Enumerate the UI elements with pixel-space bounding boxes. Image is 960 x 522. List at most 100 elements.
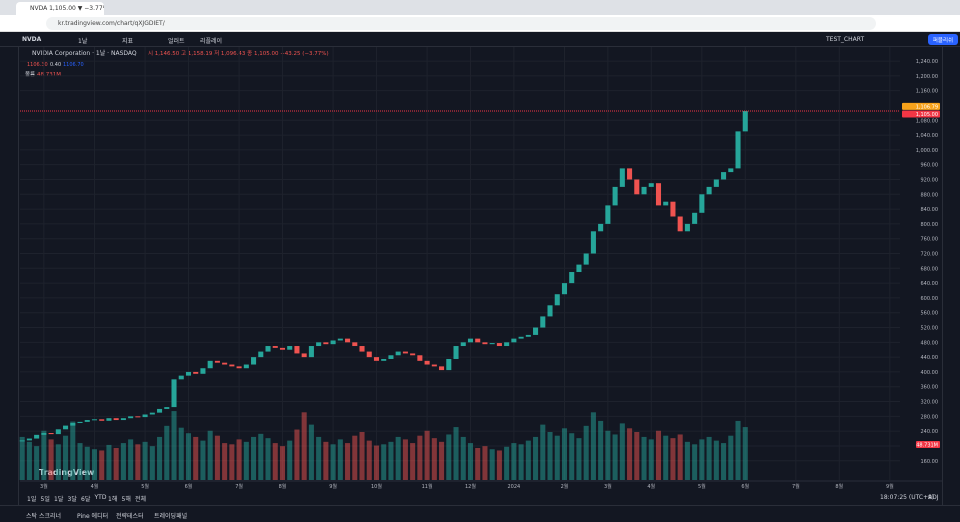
x-tick-label: 11월 [422,483,433,490]
panel-tab[interactable]: 스탁 스크리너 [26,513,62,520]
volume-bar [619,423,625,480]
y-tick-label: 1,240.00 [916,59,938,65]
candle [142,414,148,418]
candle [287,346,293,350]
range-button[interactable]: 전체 [135,496,147,503]
candle [692,212,698,224]
volume-bar [359,432,365,480]
alerts[interactable]: 얼러트 [168,38,185,45]
volume-bar [410,443,416,480]
volume-bar [106,444,112,480]
volume-bar [135,444,141,480]
volume-bar [634,432,640,480]
volume-bar [504,446,510,480]
candle [713,179,719,187]
candle [540,316,546,328]
volume-bar [482,446,488,480]
candle [185,371,192,376]
volume-bar [366,440,372,480]
publish-button[interactable]: 퍼블리쉬 [928,34,958,45]
volume-bar [265,438,271,480]
volume-bar [684,441,690,480]
volume-bar [533,436,539,480]
range-button[interactable]: 6달 [81,496,91,503]
x-tick-label: 6월 [185,483,193,490]
candle [706,186,712,195]
layout[interactable]: TEST_CHART [826,36,865,43]
y-tick-label: 480.00 [921,340,939,346]
candle [655,183,662,206]
candle [721,172,727,180]
volume-bar [63,435,69,480]
candle [316,342,322,347]
range-button[interactable]: 5일 [40,496,50,503]
range-button[interactable]: 5해 [121,496,131,503]
volume-bar [641,436,647,480]
candle [569,272,575,284]
x-tick-label: 5월 [698,483,706,490]
tab[interactable]: NVDA 1,105.00 ▼ −3.77% TE [16,2,104,15]
candle [70,423,76,426]
candle [272,346,278,348]
volume-bar [84,446,90,480]
volume-bar [605,430,611,480]
candle [77,421,83,424]
candle [26,438,32,441]
url[interactable]: kr.tradingview.com/chart/qXJGDIET/ [46,17,876,30]
candle [106,418,112,421]
candle [91,419,98,421]
indicators[interactable]: 지표 [122,38,134,45]
volume-bar [120,443,126,480]
candle [467,338,474,343]
volume-bar [91,449,98,480]
candle [113,418,119,421]
x-tick-label: 8월 [279,483,287,490]
candle [34,434,40,439]
range-button[interactable]: 1해 [108,496,118,503]
y-tick-label: 440.00 [921,355,939,361]
candle [648,183,654,187]
candle [627,168,633,180]
x-tick-label: 7월 [792,483,800,490]
volume-tag-label: 48.731M [916,443,938,449]
candle [41,432,47,435]
candle [395,351,401,356]
range-button[interactable]: 1달 [54,496,64,503]
y-tick-label: 160.00 [921,459,939,465]
candle [742,111,748,132]
y-tick-label: 720.00 [921,252,939,258]
interval[interactable]: 1날 [78,38,88,45]
panel-tab[interactable]: 전략테스터 [116,513,144,520]
candle [482,342,488,345]
replay[interactable]: 리플레이 [200,38,223,45]
price-tag-label: 1,106.79 [916,104,938,110]
volume-bar [540,424,546,480]
candle [446,358,452,371]
range-button[interactable]: 1일 [27,496,37,503]
candle [55,429,61,435]
y-tick-label: 800.00 [921,222,939,228]
symbol[interactable]: NVDA [22,36,42,43]
y-tick-label: 320.00 [921,400,939,406]
panel-tab[interactable]: Pine 에디터 [77,513,109,520]
volume-bar [171,411,177,480]
candle [135,416,141,418]
panel-tab[interactable]: 트레이딩패널 [154,513,188,520]
range-button[interactable]: 3달 [67,496,77,503]
candle [178,375,184,380]
volume-bar [446,434,452,480]
volume-bar [677,434,683,480]
volume-bar [77,443,83,480]
adj-toggle[interactable]: ADJ [928,494,939,501]
y-tick-label: 760.00 [921,237,939,243]
candle [200,368,206,374]
candle [337,338,343,341]
volume-bar [388,441,394,480]
volume-bar [431,438,437,480]
range-button[interactable]: YTD [94,494,107,501]
candle [48,432,54,435]
volume-bar [185,433,192,480]
volume-bar [496,450,502,480]
candle [612,186,618,206]
